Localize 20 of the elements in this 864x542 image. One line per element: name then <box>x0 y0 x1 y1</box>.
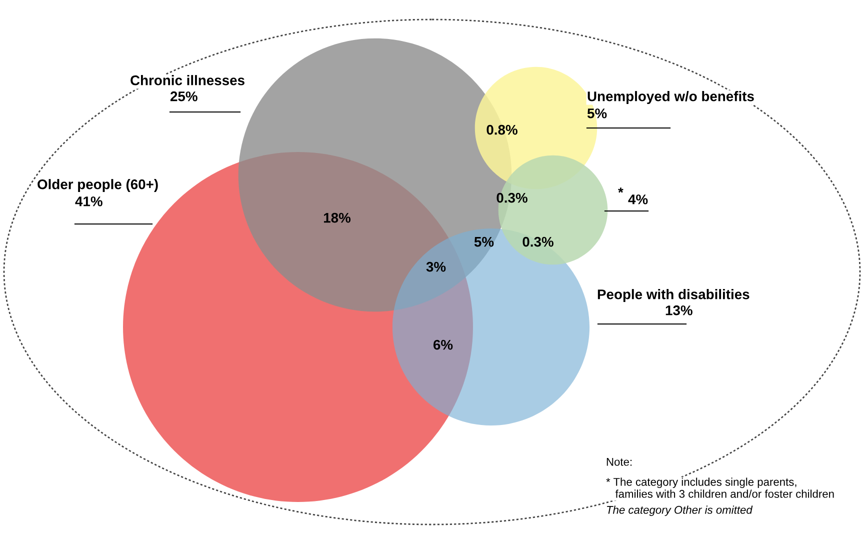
category-label: Chronic illnesses <box>130 75 244 86</box>
category-label: Unemployed w/o benefits <box>588 91 754 104</box>
text: 0.3% <box>522 236 554 247</box>
category-label: People with disabilities <box>598 289 750 302</box>
text: The category Other is omitted <box>607 506 753 516</box>
text: 5% <box>474 236 494 247</box>
text: 18% <box>324 212 351 223</box>
data-label: 4% <box>628 194 648 204</box>
text: Note: <box>606 458 632 466</box>
text: 6% <box>433 340 453 350</box>
text: * The category includes single parents, families with 3 children and/or foster children <box>606 478 834 498</box>
text: 3% <box>426 262 446 272</box>
data-label: 25% <box>170 91 198 102</box>
text: 0.8% <box>486 124 518 135</box>
data-label: 13% <box>666 305 692 316</box>
data-label: 5% <box>587 108 607 118</box>
text: 0.3% <box>496 192 528 203</box>
category-label: * <box>618 188 624 193</box>
data-label: 41% <box>75 196 102 206</box>
category-label: Older people (60+) <box>38 179 158 192</box>
